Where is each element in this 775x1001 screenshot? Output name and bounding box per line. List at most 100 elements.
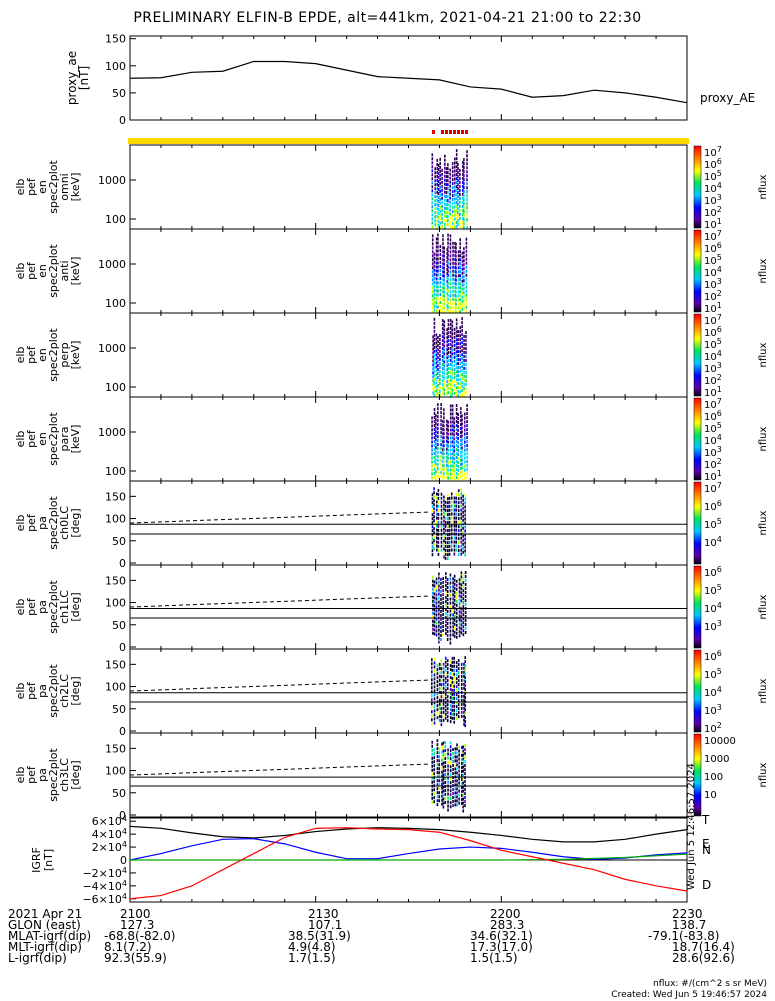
spectrogram-pixel — [454, 209, 456, 213]
spectrogram-pixel — [464, 545, 466, 549]
spectrogram-pixel — [441, 762, 443, 766]
spectrogram-pixel — [442, 613, 444, 617]
spectrogram-pixel — [439, 373, 441, 377]
spectrogram-pixel — [463, 366, 465, 370]
spectrogram-pixel — [439, 169, 441, 173]
spectrogram-pixel — [444, 202, 446, 206]
spectrogram-pixel — [432, 367, 434, 371]
spectrogram-pixel — [449, 196, 451, 200]
spectrogram-pixel — [466, 472, 468, 476]
spectrogram-pixel — [455, 165, 458, 169]
spectrogram-pixel — [452, 301, 454, 305]
spectrogram-pixel — [431, 298, 434, 302]
spectrogram-pixel — [435, 373, 438, 377]
spectrogram-pixel — [441, 802, 443, 806]
spectrogram-pixel — [465, 257, 468, 261]
spectrogram-pixel — [435, 589, 438, 593]
spectrogram-pixel — [438, 783, 441, 787]
spectrogram-pixel — [437, 552, 440, 556]
spectrogram-pixel — [453, 634, 456, 638]
spectrogram-pixel — [458, 610, 461, 614]
spectrogram-pixel — [457, 171, 459, 175]
spectrogram-pixel — [451, 222, 454, 226]
spectrogram-pixel — [435, 357, 438, 361]
spectrogram-pixel — [433, 628, 436, 632]
spectrogram-pixel — [455, 548, 458, 552]
spectrogram-pixel — [437, 191, 440, 195]
spectrogram-pixel — [453, 504, 456, 508]
spectrogram-pixel — [460, 504, 463, 508]
spectrogram-pixel — [453, 540, 456, 544]
spectrogram-pixel — [453, 453, 456, 457]
spectrogram-pixel — [455, 583, 458, 587]
spectrogram-pixel — [439, 304, 442, 308]
spectrogram-pixel — [462, 777, 465, 781]
spectrogram-pixel — [437, 257, 439, 261]
spectrogram-pixel — [451, 376, 454, 380]
spectrogram-pixel — [446, 328, 448, 332]
spectrogram-ylabel: elbpefenspec2plotpara[keV] — [14, 412, 82, 466]
colorbar — [693, 313, 702, 397]
spectrogram-pixel — [431, 278, 434, 282]
spectrogram-pixel — [440, 625, 442, 629]
spectrogram-pixel — [451, 704, 454, 708]
spectrogram-pixel — [463, 226, 465, 230]
colorbar-tick-label: 103 — [704, 445, 722, 459]
spectrogram-pixel — [444, 520, 447, 524]
spectrogram-pixel — [451, 202, 454, 206]
spectrogram-pixel — [454, 254, 456, 258]
spectrogram-pixel — [463, 279, 465, 283]
spectrogram-pixel — [459, 334, 462, 338]
footer-row-label: 2021 Apr 21 — [8, 907, 83, 921]
spectrogram-pixel — [440, 411, 442, 415]
spectrogram-pixel — [457, 366, 460, 370]
spectrogram-pixel — [442, 773, 445, 777]
spectrogram-pixel — [446, 364, 448, 368]
spectrogram-pixel — [448, 552, 451, 556]
spectrogram-pixel — [446, 541, 449, 545]
spectrogram-pixel — [453, 425, 456, 429]
igrf-series-T — [129, 825, 688, 843]
spectrogram-pixel — [446, 493, 449, 497]
spectrogram-pixel — [449, 220, 451, 224]
spectrogram-pixel — [460, 686, 463, 690]
spectrogram-pixel — [440, 581, 442, 585]
spectrogram-pixel — [455, 520, 458, 524]
spectrogram-pixel — [455, 342, 458, 346]
spectrogram-pixel — [464, 599, 467, 603]
spectrogram-pixel — [437, 215, 440, 219]
footer-value: 8.1(7.2) — [104, 940, 152, 954]
spectrogram-pixel — [455, 258, 457, 262]
spectrogram-pixel — [437, 471, 439, 475]
spectrogram-pixel — [452, 265, 454, 269]
spectrogram-pixel — [447, 203, 449, 207]
igrf-series-D — [129, 827, 688, 900]
spectrogram-pixel — [449, 274, 452, 278]
spectrogram-pixel — [453, 626, 456, 630]
spectrogram-pixel — [463, 722, 465, 726]
spectrogram-pixel — [440, 492, 443, 496]
spectrogram-pixel — [449, 326, 452, 330]
colorbar-tick-label: 103 — [704, 277, 722, 291]
spectrogram-pixel — [464, 553, 466, 557]
spectrogram-pixel — [443, 499, 445, 503]
spectrogram-pixel — [453, 351, 456, 355]
spectrogram-pixel — [431, 193, 434, 197]
spectrogram-pixel — [455, 444, 458, 448]
spectrogram-pixel — [457, 703, 460, 707]
colorbar-unit: nflux — [758, 510, 769, 535]
spectrogram-pixel — [463, 275, 465, 279]
spectrogram-pixel — [441, 363, 444, 367]
spectrogram-pixel — [449, 350, 452, 354]
spectrogram-pixel — [464, 513, 466, 517]
spectrogram-pixel — [453, 716, 456, 720]
igrf-ylabel: IGRF[nT] — [30, 847, 55, 873]
spectrogram-pixel — [451, 320, 454, 324]
colorbar — [693, 145, 702, 229]
spectrogram-pixel — [462, 753, 465, 757]
spectrogram-pixel — [465, 347, 467, 351]
spectrogram-pixel — [449, 370, 452, 374]
spectrogram-pixel — [455, 508, 458, 512]
spectrogram-pixel — [449, 188, 451, 192]
